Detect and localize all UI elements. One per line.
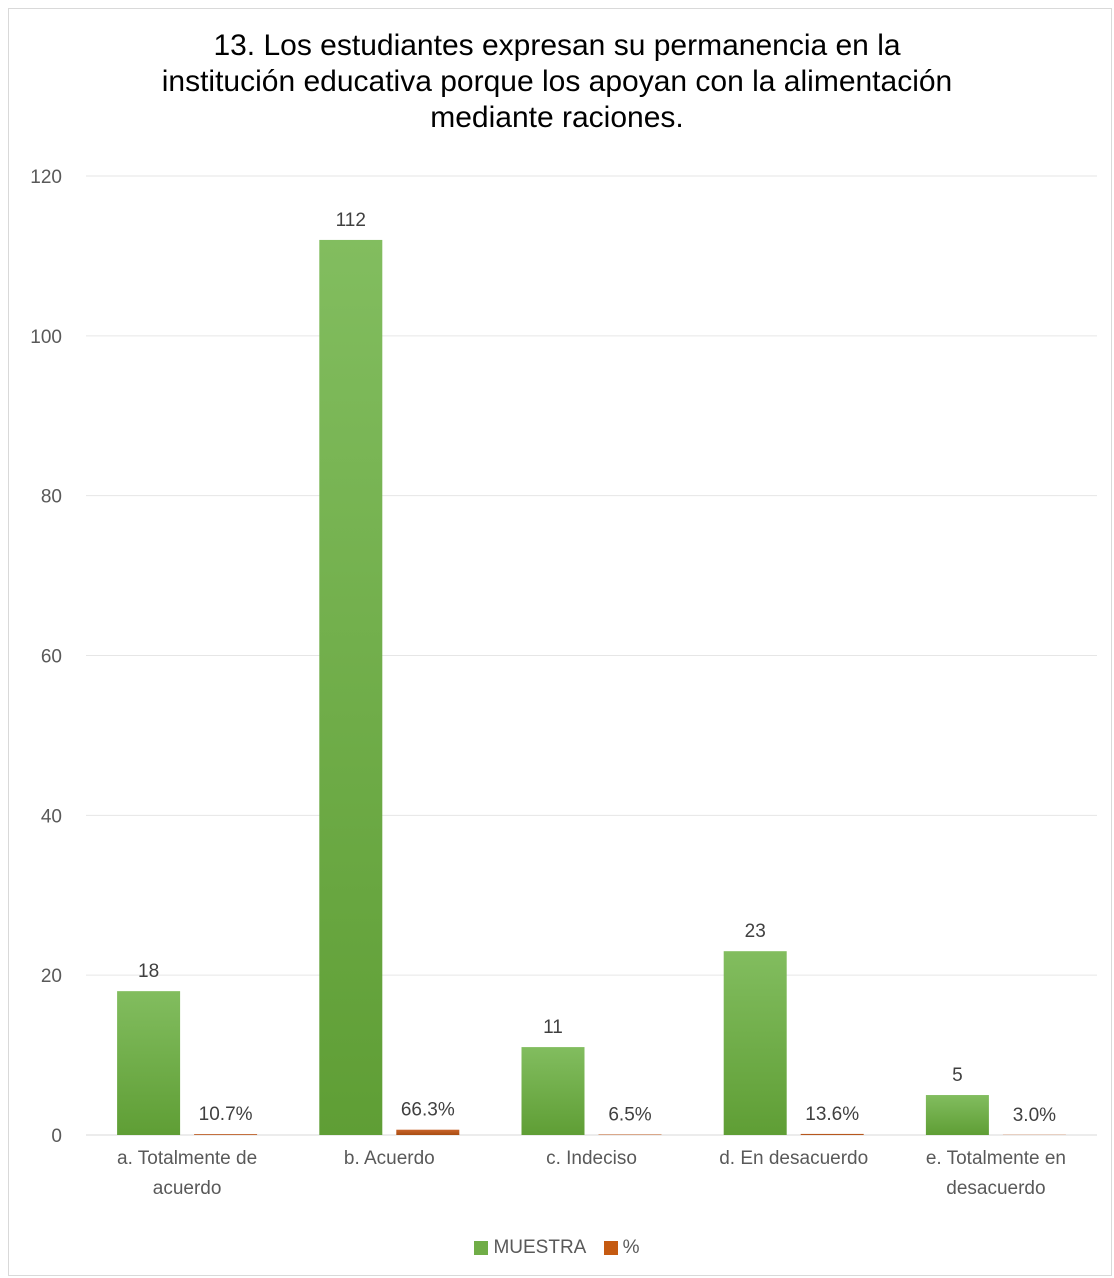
- legend-swatch-percent: [603, 1241, 618, 1255]
- legend-item-muestra: MUESTRA: [474, 1237, 586, 1259]
- data-label-muestra: 5: [952, 1065, 963, 1086]
- data-label-muestra: 11: [543, 1017, 563, 1038]
- data-label-muestra: 23: [745, 921, 766, 942]
- y-tick-label: 120: [30, 167, 62, 188]
- x-tick-label: acuerdo: [153, 1178, 222, 1199]
- legend-label-percent: %: [622, 1237, 640, 1258]
- y-tick-label: 20: [41, 966, 62, 987]
- y-tick-label: 40: [41, 806, 62, 827]
- x-tick-label: c. Indeciso: [546, 1148, 637, 1169]
- legend: MUESTRA %: [0, 1237, 1114, 1261]
- x-tick-label: b. Acuerdo: [344, 1148, 435, 1169]
- y-axis: 0 20 40 60 80 100 120: [30, 167, 62, 1147]
- bars: [117, 239, 1066, 1135]
- bar-percent: [598, 1134, 662, 1135]
- x-tick-label: desacuerdo: [946, 1178, 1045, 1199]
- y-tick-label: 0: [51, 1126, 62, 1147]
- bar-muestra: [925, 1095, 989, 1135]
- bar-percent: [396, 1129, 460, 1135]
- x-axis: a. Totalmente de acuerdo b. Acuerdo c. Inde…: [117, 1148, 1066, 1199]
- y-tick-label: 80: [41, 487, 62, 508]
- legend-label-muestra: MUESTRA: [493, 1237, 587, 1258]
- y-tick-label: 60: [41, 647, 62, 668]
- x-tick-label: e. Totalmente en: [926, 1148, 1066, 1169]
- legend-item-percent: %: [603, 1237, 640, 1259]
- chart-title: 13. Los estudiantes expresan su permanen…: [161, 29, 953, 134]
- data-label-muestra: 18: [138, 961, 159, 982]
- data-label-percent: 3.0%: [1013, 1105, 1056, 1126]
- data-label-muestra: 112: [336, 210, 366, 231]
- data-labels: 18 10.7% 112 66.3% 11 6.5% 23 13.6% 5 3.0%: [138, 210, 1056, 1126]
- data-label-percent: 10.7%: [199, 1104, 253, 1125]
- bar-muestra: [117, 991, 181, 1135]
- legend-swatch-muestra: [474, 1241, 489, 1255]
- y-tick-label: 100: [30, 327, 62, 348]
- bar-muestra: [723, 951, 787, 1135]
- gridlines: [86, 175, 1097, 1136]
- bar-percent: [194, 1134, 258, 1135]
- data-label-percent: 6.5%: [608, 1104, 651, 1125]
- bar-muestra: [319, 239, 383, 1135]
- x-tick-label: d. En desacuerdo: [719, 1148, 868, 1169]
- data-label-percent: 66.3%: [401, 1100, 455, 1121]
- x-tick-label: a. Totalmente de: [117, 1148, 257, 1169]
- bar-percent: [800, 1133, 864, 1135]
- bar-muestra: [521, 1047, 585, 1135]
- data-label-percent: 13.6%: [805, 1104, 859, 1125]
